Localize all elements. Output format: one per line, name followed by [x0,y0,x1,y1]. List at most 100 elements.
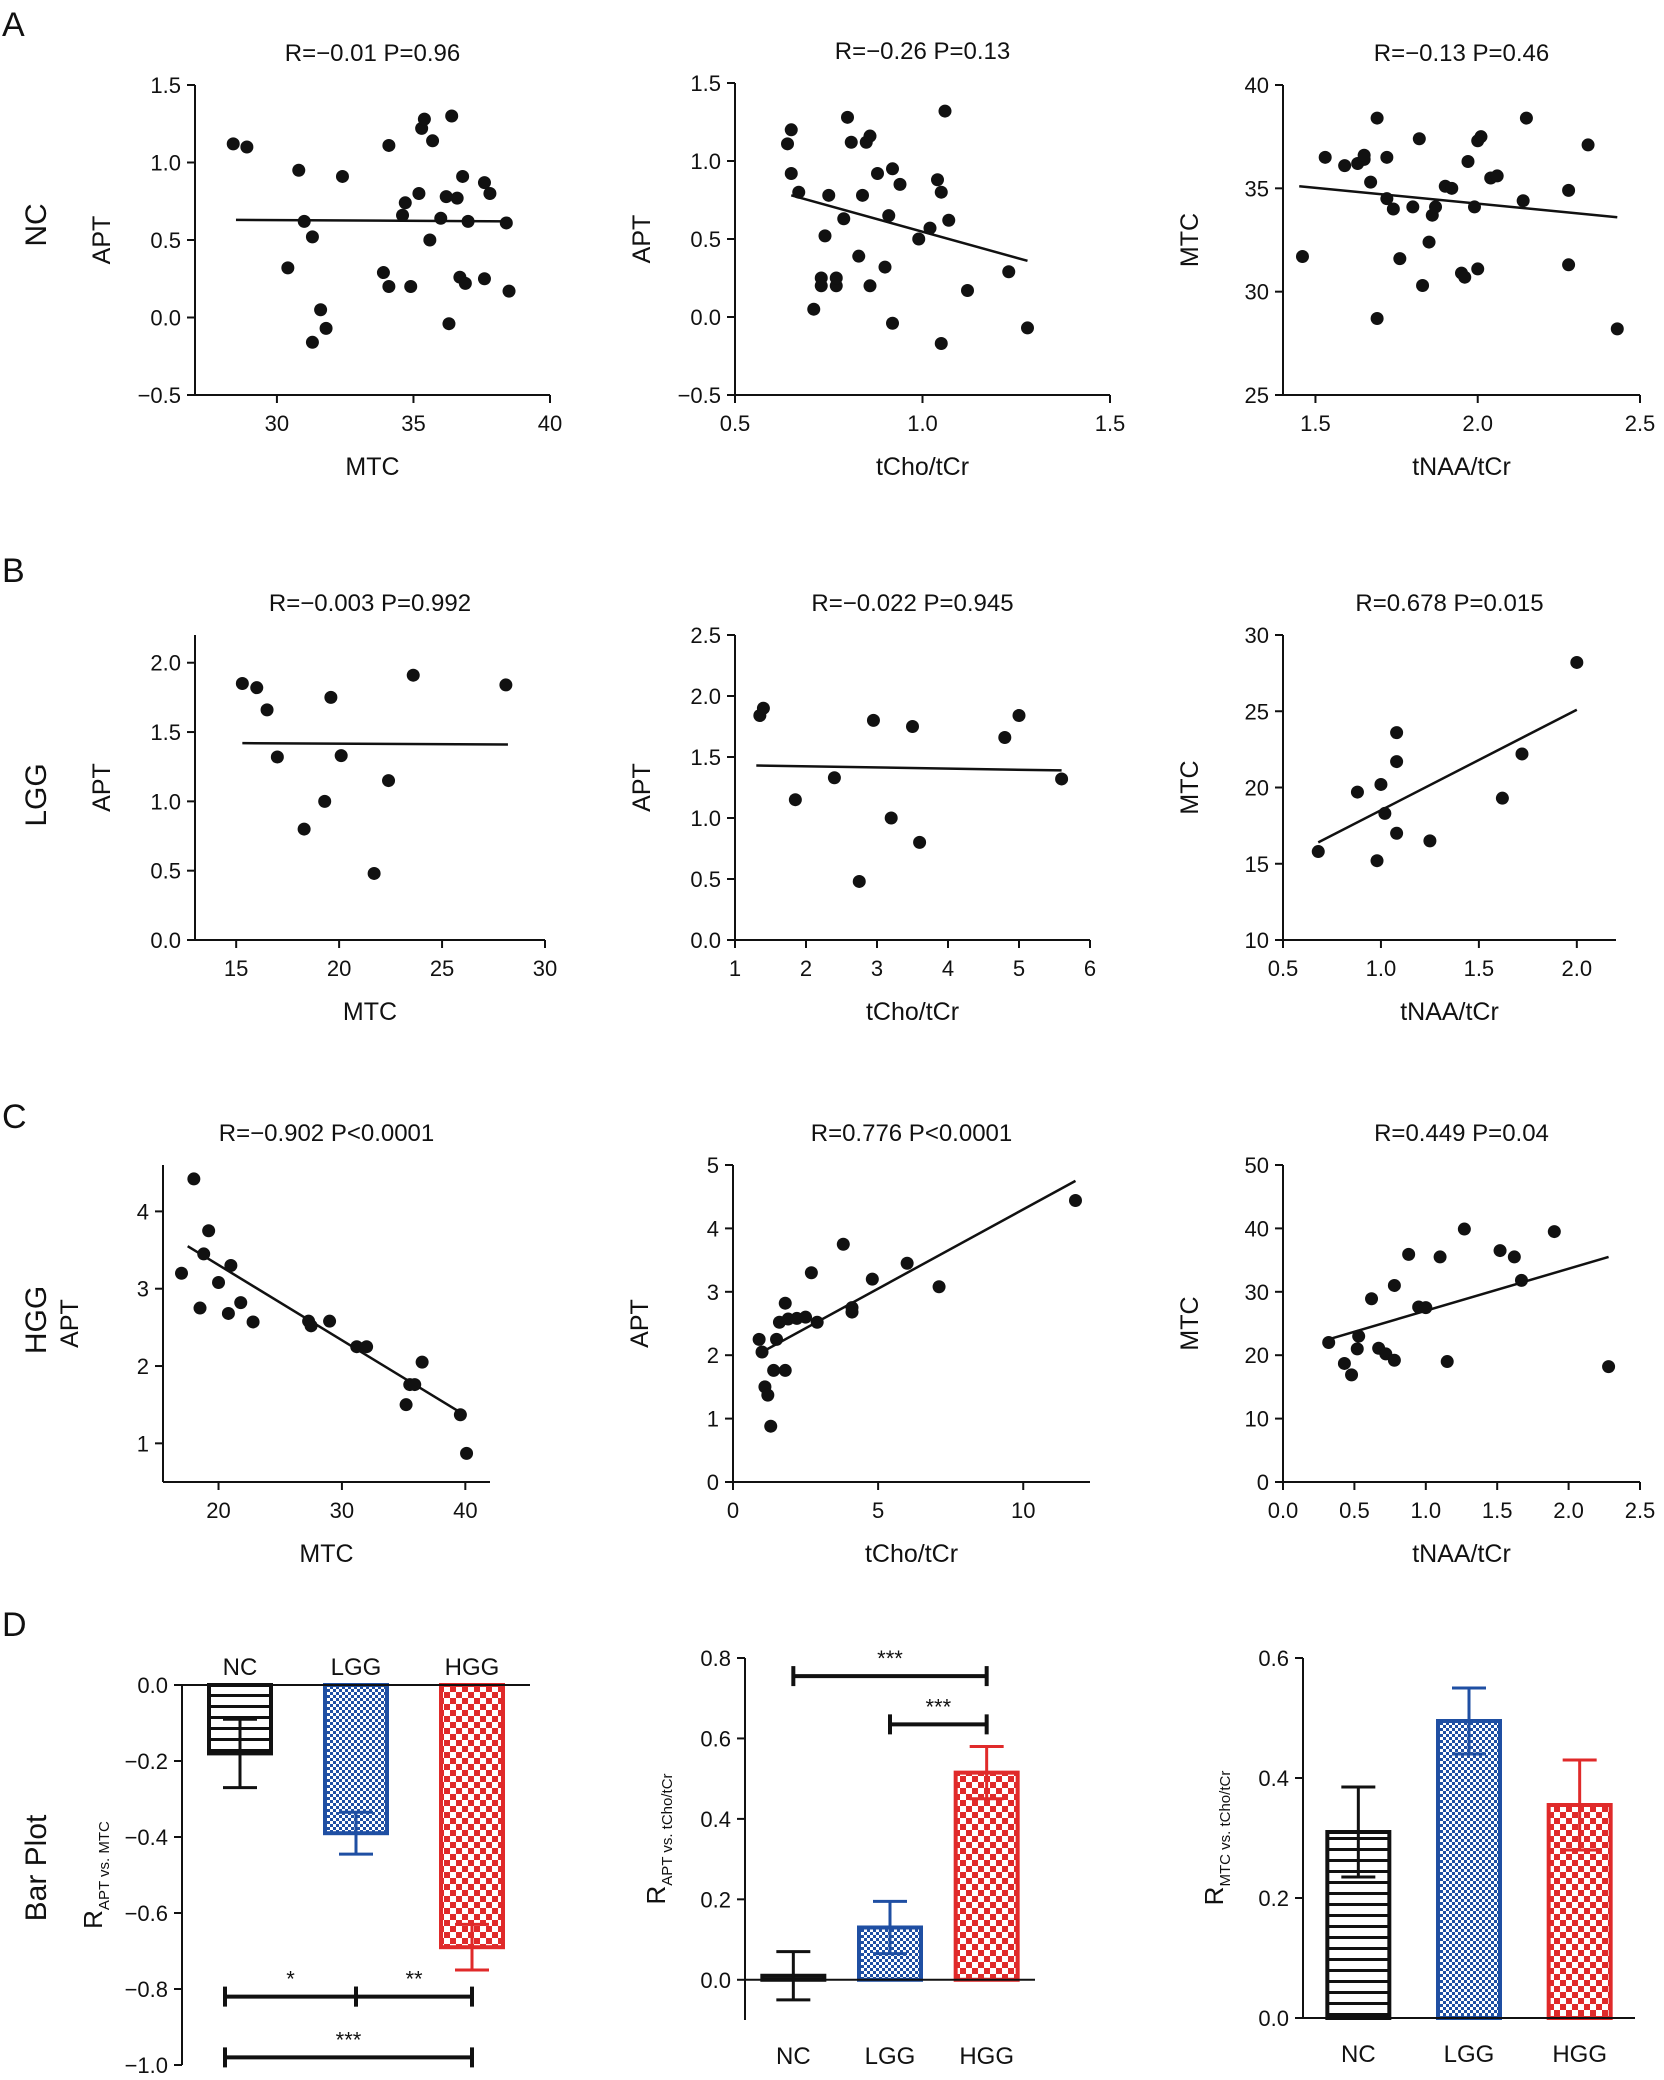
y-axis-label-sub: MTC vs. tCho/tCr [1217,1771,1234,1887]
data-point [836,1237,850,1251]
y-tick-label: 2.0 [150,651,181,676]
data-point [281,261,295,275]
y-axis-label: MTC [1176,213,1204,267]
data-point [882,209,896,223]
data-point [1345,1368,1359,1382]
chart-c3: R=0.449 P=0.04 0 10 20 30 40 50 0.0 0.5 1.0 1.5 2.0… [1176,1120,1655,1568]
bar-hgg [953,1770,1020,1982]
data-point [439,190,453,204]
data-point [1440,1355,1454,1369]
x-tick-label: 25 [430,956,454,981]
regression-line [1299,185,1618,219]
y-tick-label: 1.5 [690,71,721,96]
y-tick-label: 25 [1245,383,1269,408]
x-tick-label: 35 [401,411,425,436]
panel-letter-b: B [2,552,25,590]
data-point [1429,200,1443,214]
data-point [1467,200,1481,214]
data-point [822,188,836,202]
data-point [804,1266,818,1280]
data-point [426,134,440,148]
significance-label: ** [405,1967,423,1992]
y-tick-label: 50 [1245,1153,1269,1178]
data-point [360,1340,374,1354]
y-axis-label: RAPT vs. MTC [78,1821,113,1929]
data-point [844,135,858,149]
y-axis-label: RAPT vs. tCho/tCr [641,1773,676,1904]
data-point [1390,826,1404,840]
data-point [415,1355,429,1369]
data-point [912,232,926,246]
y-tick-label: 0.0 [690,928,721,953]
data-point [1422,235,1436,249]
y-tick-label: 3 [137,1277,149,1302]
data-point [461,214,475,228]
x-axis-label: tNAA/tCr [1400,998,1499,1026]
data-point [246,1315,260,1329]
data-point [434,211,448,225]
data-point [934,337,948,351]
x-tick-label: 1.0 [907,411,938,436]
x-tick-label: 1.5 [1095,411,1126,436]
x-tick-label: 0.5 [1268,956,1299,981]
x-tick-label: 0.5 [1339,1498,1370,1523]
x-tick-label: 4 [942,956,954,981]
data-point [866,713,880,727]
data-point [1433,1250,1447,1264]
y-tick-label: 5 [707,1153,719,1178]
data-point [453,1408,467,1422]
data-point [752,1332,766,1346]
data-point [423,233,437,247]
data-point [240,140,254,154]
data-point [297,214,311,228]
x-tick-label: 30 [330,1498,354,1523]
data-point [398,196,412,210]
y-tick-label: 2 [707,1343,719,1368]
data-point [335,169,349,183]
x-tick-label: 3 [871,956,883,981]
data-point [810,1315,824,1329]
data-point [1350,1342,1364,1356]
chart-title: R=−0.022 P=0.945 [811,590,1013,617]
data-point [770,1332,784,1346]
data-point [900,1256,914,1270]
y-axis-label: APT [626,1299,654,1348]
regression-line [1328,1255,1609,1341]
x-axis-label: MTC [299,1540,353,1568]
data-point [1495,791,1509,805]
data-point [324,690,338,704]
x-tick-label: 2.5 [1625,1498,1656,1523]
data-point [292,163,306,177]
y-tick-label: −0.2 [125,1749,168,1774]
y-tick-label: −0.5 [678,383,721,408]
y-tick-label: −0.8 [125,1977,168,2002]
data-point [367,866,381,880]
data-point [818,229,832,243]
chart-d1: −1.0 −0.8 −0.6 −0.4 −0.2 0.0 NC LGG HGG RAPT vs. … [78,1654,530,2078]
data-point [1387,1353,1401,1367]
data-point [1602,1360,1616,1374]
y-tick-label: 30 [1245,1280,1269,1305]
bar-lgg [1436,1719,1502,2020]
y-tick-label: 25 [1245,699,1269,724]
data-point [884,811,898,825]
data-point [305,335,319,349]
data-point [221,1306,235,1320]
chart-title: R=−0.13 P=0.46 [1374,40,1549,67]
regression-line [761,1179,1077,1354]
chart-title: R=−0.902 P<0.0001 [219,1120,435,1147]
data-point [404,280,418,293]
y-tick-label: 1.0 [150,789,181,814]
data-point [778,1296,792,1310]
data-point [1519,111,1533,125]
y-tick-label: 0.0 [690,305,721,330]
data-point [1516,194,1530,208]
regression-line [790,194,1028,263]
x-axis-label: tCho/tCr [866,998,959,1026]
y-axis-label: APT [88,216,116,265]
data-point [323,1314,337,1328]
data-point [399,1398,413,1412]
data-point [314,303,328,317]
y-tick-label: 0.4 [700,1807,731,1832]
